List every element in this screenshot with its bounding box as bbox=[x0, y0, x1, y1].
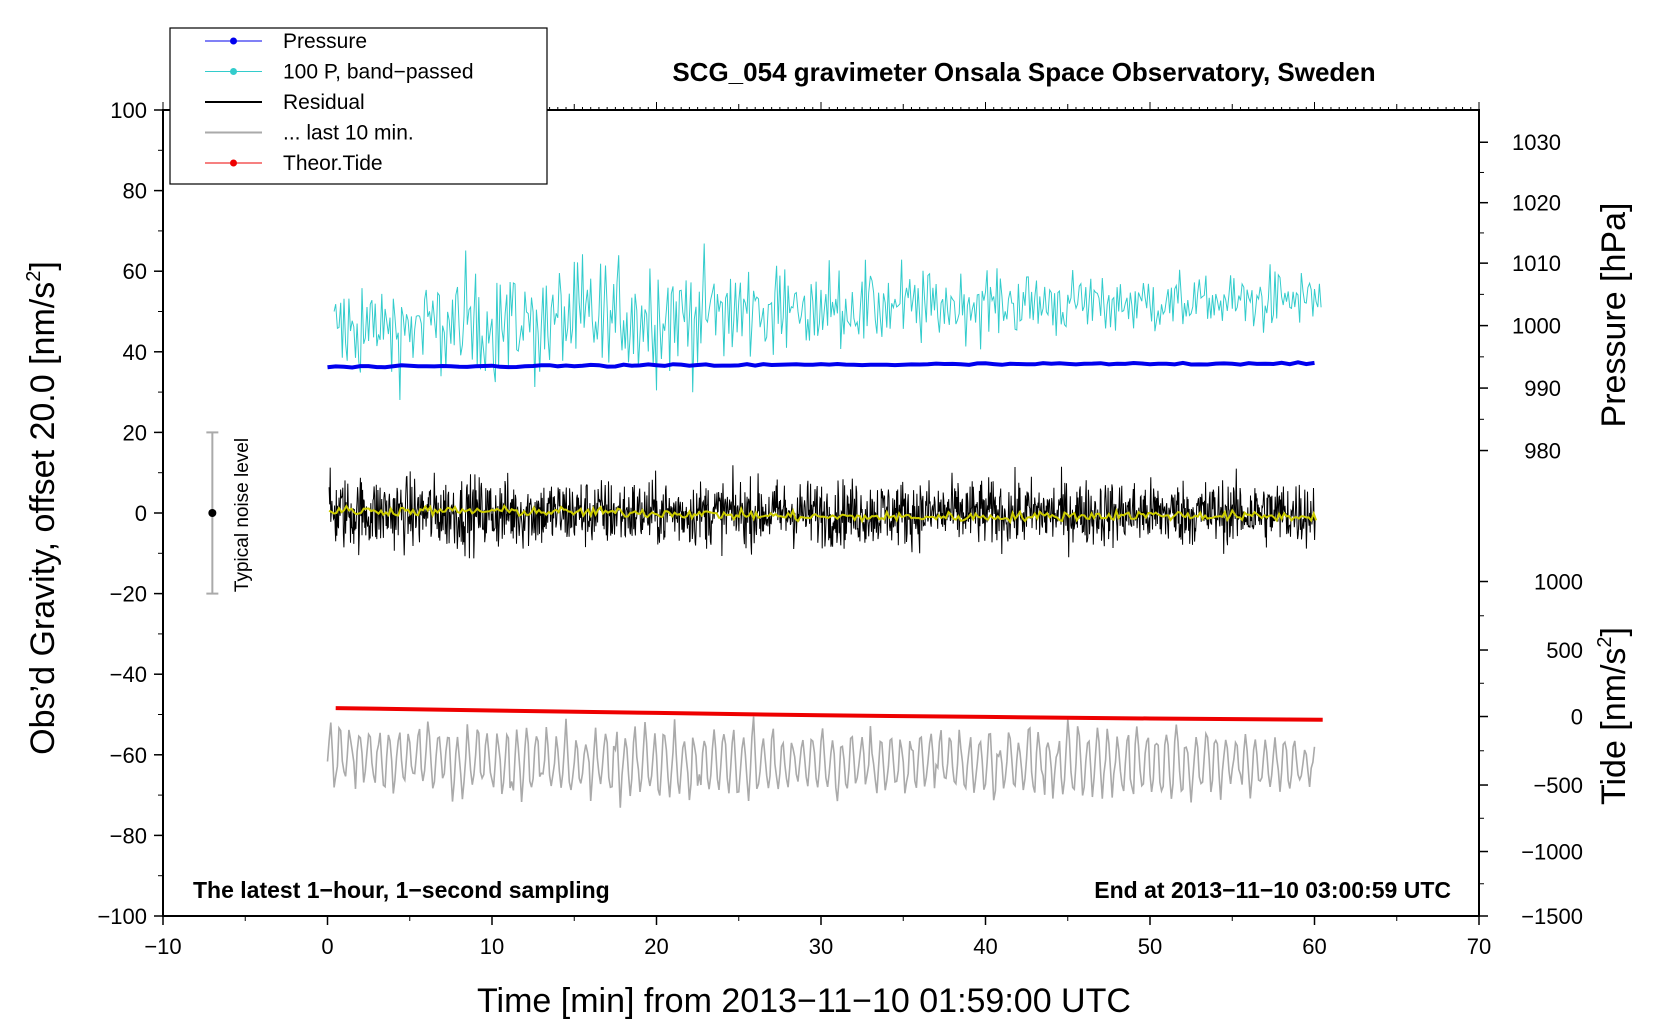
pressure-tick-label: 980 bbox=[1524, 439, 1561, 464]
y-tick-label: 40 bbox=[123, 340, 147, 365]
series-residual bbox=[328, 465, 1316, 559]
legend-marker-0 bbox=[230, 37, 237, 45]
series-last-10-min bbox=[326, 716, 1316, 808]
y-tick-label: −60 bbox=[110, 743, 147, 768]
pressure-tick-label: 1000 bbox=[1512, 314, 1561, 339]
legend-label-2: Residual bbox=[283, 91, 365, 114]
pressure-axis-title: Pressure [hPa] bbox=[1595, 203, 1633, 428]
y-axis-title-end: ] bbox=[24, 261, 62, 270]
legend-label-4: Theor.Tide bbox=[283, 152, 383, 175]
y-axis-title-sup: 2 bbox=[23, 271, 45, 282]
x-axis-title: Time [min] from 2013−11−10 01:59:00 UTC bbox=[477, 982, 1131, 1020]
pressure-tick-label: 1010 bbox=[1512, 251, 1561, 276]
tide-tick-label: −1000 bbox=[1521, 840, 1583, 865]
y-tick-label: −20 bbox=[110, 582, 147, 607]
legend-marker-1 bbox=[230, 68, 237, 75]
x-tick-label: 40 bbox=[973, 934, 997, 959]
tide-axis-title: Tide [nm/s2] bbox=[1594, 627, 1633, 805]
end-time-note: End at 2013−11−10 03:00:59 UTC bbox=[1094, 877, 1451, 903]
x-tick-label: 0 bbox=[321, 934, 333, 959]
y-axis-title-main: Obs’d Gravity, offset 20.0 [nm/s bbox=[24, 282, 62, 755]
tide-tick-label: 500 bbox=[1546, 638, 1583, 663]
pressure-tick-label: 1020 bbox=[1512, 191, 1561, 216]
y-tick-label: 80 bbox=[123, 179, 147, 204]
y-tick-label: 60 bbox=[123, 259, 147, 284]
tide-tick-label: −1500 bbox=[1521, 904, 1583, 929]
noise-level-label: Typical noise level bbox=[232, 438, 253, 592]
legend-label-3: ... last 10 min. bbox=[283, 122, 414, 145]
y-tick-label: −100 bbox=[97, 904, 147, 929]
tide-tick-label: 0 bbox=[1571, 705, 1583, 730]
sampling-note: The latest 1−hour, 1−second sampling bbox=[193, 877, 610, 903]
y-tick-label: 100 bbox=[110, 98, 147, 123]
chart-title: SCG_054 gravimeter Onsala Space Observat… bbox=[672, 57, 1375, 87]
legend-label-0: Pressure bbox=[283, 30, 367, 53]
y-tick-label: 20 bbox=[123, 420, 147, 445]
tide-tick-label: −500 bbox=[1533, 773, 1583, 798]
tide-tick-label: 1000 bbox=[1534, 570, 1583, 595]
series-pressure bbox=[327, 360, 1315, 370]
x-tick-label: 20 bbox=[644, 934, 668, 959]
legend: Pressure 100 P, band−passed Residual ... la… bbox=[169, 27, 548, 185]
x-tick-label: 60 bbox=[1302, 934, 1326, 959]
x-tick-label: −10 bbox=[144, 934, 181, 959]
legend-box bbox=[169, 27, 548, 185]
pressure-tick-label: 1030 bbox=[1512, 130, 1561, 155]
tide-axis-title-sup: 2 bbox=[1594, 636, 1616, 647]
noise-bar-center bbox=[208, 509, 217, 517]
x-tick-label: 50 bbox=[1138, 934, 1162, 959]
series-residual-smoothed bbox=[328, 503, 1318, 525]
y-tick-label: −40 bbox=[110, 662, 147, 687]
y-tick-label: −80 bbox=[110, 823, 147, 848]
series-theor-tide bbox=[335, 706, 1323, 722]
legend-marker-4 bbox=[230, 159, 237, 167]
tide-axis-title-main: Tide [nm/s bbox=[1595, 648, 1633, 805]
pressure-tick-label: 990 bbox=[1524, 376, 1561, 401]
series-band-passed-pressure bbox=[333, 243, 1322, 401]
x-tick-label: 70 bbox=[1467, 934, 1491, 959]
y-tick-label: 0 bbox=[135, 501, 147, 526]
x-tick-label: 30 bbox=[809, 934, 833, 959]
tide-axis-title-end: ] bbox=[1595, 627, 1633, 636]
y-axis-title: Obs’d Gravity, offset 20.0 [nm/s2] bbox=[23, 261, 62, 755]
plot-layer bbox=[206, 243, 1323, 808]
legend-label-1: 100 P, band−passed bbox=[283, 61, 474, 84]
x-tick-label: 10 bbox=[480, 934, 504, 959]
ticks-layer: −10 0 10 20 30 40 50 60 70100806040200−20−40−60−… bbox=[97, 98, 1583, 959]
